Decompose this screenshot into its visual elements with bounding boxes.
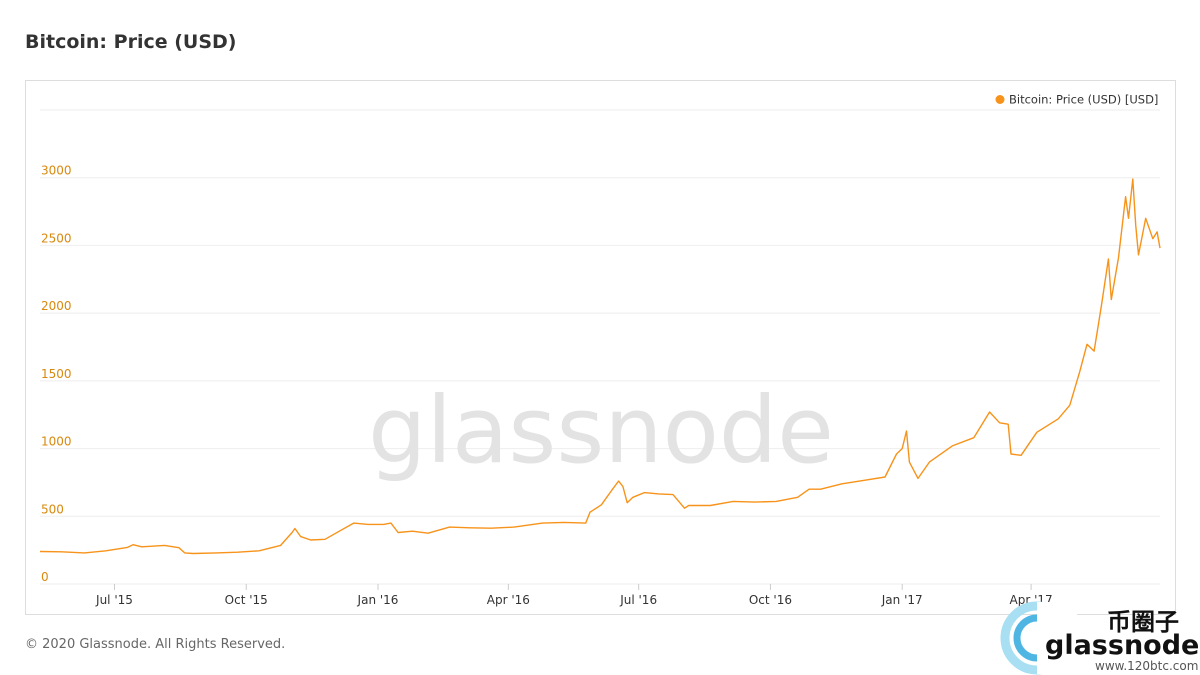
x-tick-label: Jan '17 <box>881 593 923 607</box>
logo-cjk-text: 币圈子 <box>1107 608 1179 636</box>
price-series-line[interactable] <box>39 178 1161 555</box>
copyright-footer: © 2020 Glassnode. All Rights Reserved. <box>25 637 286 652</box>
x-tick-label: Oct '15 <box>225 593 268 607</box>
glassnode-logo: glassnode 币圈子 www.120btc.com <box>1000 601 1199 675</box>
price-chart: glassnode 0 500 1000 1500 2000 2500 3000 Jul '… <box>39 93 1161 607</box>
y-tick-label: 3000 <box>41 164 72 178</box>
y-tick-label: 0 <box>41 570 49 584</box>
legend-label: Bitcoin: Price (USD) [USD] <box>1009 93 1158 107</box>
watermark-text: glassnode <box>368 377 834 484</box>
chart-card: glassnode 0 500 1000 1500 2000 2500 3000 Jul '… <box>25 80 1176 615</box>
y-tick-label: 1000 <box>41 435 72 449</box>
legend-marker <box>995 95 1005 104</box>
y-tick-label: 2000 <box>41 299 72 313</box>
x-tick-label: Oct '16 <box>749 593 792 607</box>
x-tick-label: Jul '15 <box>95 593 133 607</box>
logo-brand-text: glassnode <box>1045 630 1199 661</box>
x-tick-label: Apr '16 <box>487 593 530 607</box>
grid-layer <box>40 109 1160 585</box>
x-tick-label: Jul '16 <box>619 593 657 607</box>
logo-url-text: www.120btc.com <box>1095 659 1198 673</box>
logo-swirl-icon <box>1000 601 1077 675</box>
y-axis-ticks: 0 500 1000 1500 2000 2500 3000 <box>41 164 72 584</box>
page-title: Bitcoin: Price (USD) <box>25 31 237 53</box>
y-tick-label: 500 <box>41 502 64 516</box>
x-tick-label: Jan '16 <box>357 593 399 607</box>
y-tick-label: 1500 <box>41 367 72 381</box>
series-layer <box>39 178 1161 555</box>
y-tick-label: 2500 <box>41 231 72 245</box>
x-axis-ticks: Jul '15 Oct '15 Jan '16 Apr '16 Jul '16 Oct '… <box>95 584 1053 607</box>
legend[interactable]: Bitcoin: Price (USD) [USD] <box>995 93 1159 107</box>
